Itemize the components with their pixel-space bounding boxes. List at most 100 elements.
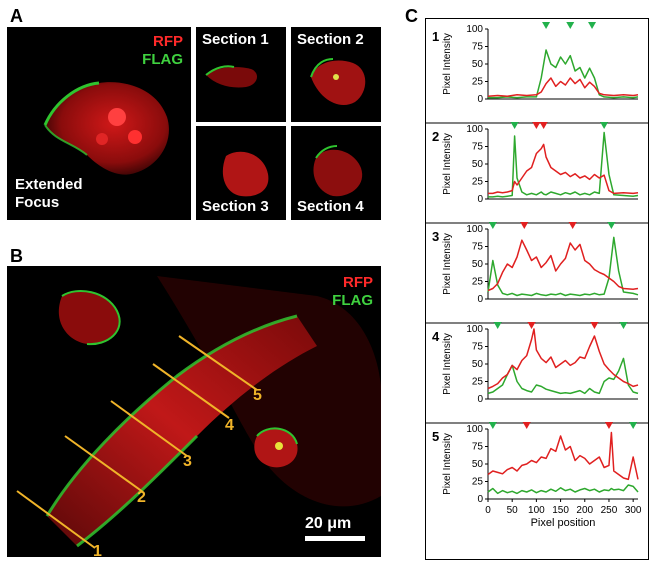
plot-1-red-series [487,77,639,97]
scale-bar-label: 20 μm [305,515,351,532]
panel-c-plots: 1 0 25 50 75 100 Pixel Intensity 2 0 25 50 75 100 Pix… [425,18,649,560]
plot-3-ytick-label: 25 [472,277,484,288]
plot-2-marker-red [532,122,541,129]
plot-5-red-series [487,431,639,481]
section-line-5 [178,335,258,391]
section-3-label: Section 3 [202,198,269,215]
plot-5-marker-green [629,422,638,429]
plot-4-ylabel: Pixel Intensity [442,333,453,395]
plot-4-red-series [487,328,639,390]
plot-5-marker-red [522,422,531,429]
plot-5-ytick-label: 50 [472,459,484,470]
plot-3-red-series [487,239,639,292]
plot-4-marker-red [590,322,599,329]
section-line-label-3: 3 [183,453,192,470]
plot-5-xtick-label: 200 [576,505,593,516]
extended-focus-image: RFP FLAG Extended Focus [7,27,191,220]
plot-4-number: 4 [432,329,440,344]
section-2-label: Section 2 [297,31,364,48]
plot-5-number: 5 [432,429,439,444]
panel-b-drawing: 1 2 3 4 5 20 μm [16,276,381,557]
panel-b-letter: B [10,246,23,266]
plot-2-marker-green [510,122,519,129]
extended-focus-label-line2: Focus [15,194,60,211]
plot-4-green-series [487,357,639,395]
plot-5-xtick-label: 50 [507,505,519,516]
panel-b-legend-rfp: RFP [343,274,373,291]
section-line-label-1: 1 [93,543,102,557]
plot-5-marker-red [604,422,613,429]
section-3-drawing [222,151,269,197]
plot-1-ytick-label: 100 [466,24,483,35]
section-line-4 [152,363,230,419]
plot-4-marker-green [619,322,628,329]
plot-5-ytick-label: 100 [466,424,483,435]
plot-2-red-series [488,143,639,195]
plot-5-ytick-label: 25 [472,477,484,488]
plot-1-ytick-label: 25 [472,77,484,88]
extended-focus-label-line1: Extended [15,176,83,193]
plot-5-green-series [487,484,639,495]
plot-4-ytick-label: 25 [472,377,484,388]
section-2-image: Section 2 [291,27,381,122]
plot-2-number: 2 [432,129,439,144]
plot-3-marker-red [520,222,529,229]
plot-1-ytick-label: 50 [472,59,484,70]
plot-5-xtick-label: 0 [485,505,491,516]
section-1-drawing [205,65,258,88]
plot-2-ytick-label: 50 [472,159,484,170]
plot-5-xtick-label: 300 [625,505,642,516]
plot-3-marker-red [568,222,577,229]
section-3-image: Section 3 [196,126,286,220]
section-line-label-4: 4 [225,417,234,434]
plot-1-ylabel: Pixel Intensity [442,33,453,95]
plot-4-marker-red [527,322,536,329]
plot-1-marker-green [542,22,551,29]
plot-4-ytick-label: 100 [466,324,483,335]
section-4-drawing [313,145,363,197]
plot-3-number: 3 [432,229,439,244]
section-2-drawing [310,58,366,106]
plot-4-marker-green [493,322,502,329]
plot-3-ytick-label: 0 [477,294,483,305]
plot-5-ylabel: Pixel Intensity [442,433,453,495]
plot-3-ytick-label: 100 [466,224,483,235]
section-line-3 [110,400,188,457]
plot-3-ylabel: Pixel Intensity [442,233,453,295]
plot-1-marker-green [566,22,575,29]
panel-a-legend-rfp: RFP [153,33,183,50]
plot-3-ytick-label: 50 [472,259,484,270]
section-4-image: Section 4 [291,126,381,220]
panel-c-letter: C [405,6,418,26]
plot-2-ytick-label: 0 [477,194,483,205]
panel-a-legend-flag: FLAG [142,51,183,68]
plot-3-ytick-label: 75 [472,242,484,253]
plot-5-xtick-label: 250 [601,505,618,516]
section-line-1 [16,490,96,549]
scale-bar [305,536,365,541]
panel-b-legend-flag: FLAG [332,292,373,309]
plot-5-ytick-label: 75 [472,442,484,453]
plot-4-ytick-label: 75 [472,342,484,353]
plot-5-xlabel: Pixel position [531,517,596,529]
section-4-label: Section 4 [297,198,364,215]
plot-2-marker-green [600,122,609,129]
section-line-label-5: 5 [253,387,262,404]
plot-5-xtick-label: 150 [552,505,569,516]
plot-1-ytick-label: 75 [472,42,484,53]
extended-focus-cell-drawing [43,81,169,175]
plot-2-ytick-label: 75 [472,142,484,153]
plot-2-green-series [488,131,639,198]
section-line-label-2: 2 [137,489,146,506]
plot-4-ytick-label: 50 [472,359,484,370]
plot-2-ytick-label: 100 [466,124,483,135]
plot-4-ytick-label: 0 [477,394,483,405]
plot-5-xtick-label: 100 [528,505,545,516]
plot-1-ytick-label: 0 [477,94,483,105]
plot-1-green-series [488,49,639,99]
plot-1-number: 1 [432,29,439,44]
section-line-2 [64,435,144,493]
panel-a-letter: A [10,6,23,26]
plot-3-marker-green [607,222,616,229]
section-1-label: Section 1 [202,31,269,48]
